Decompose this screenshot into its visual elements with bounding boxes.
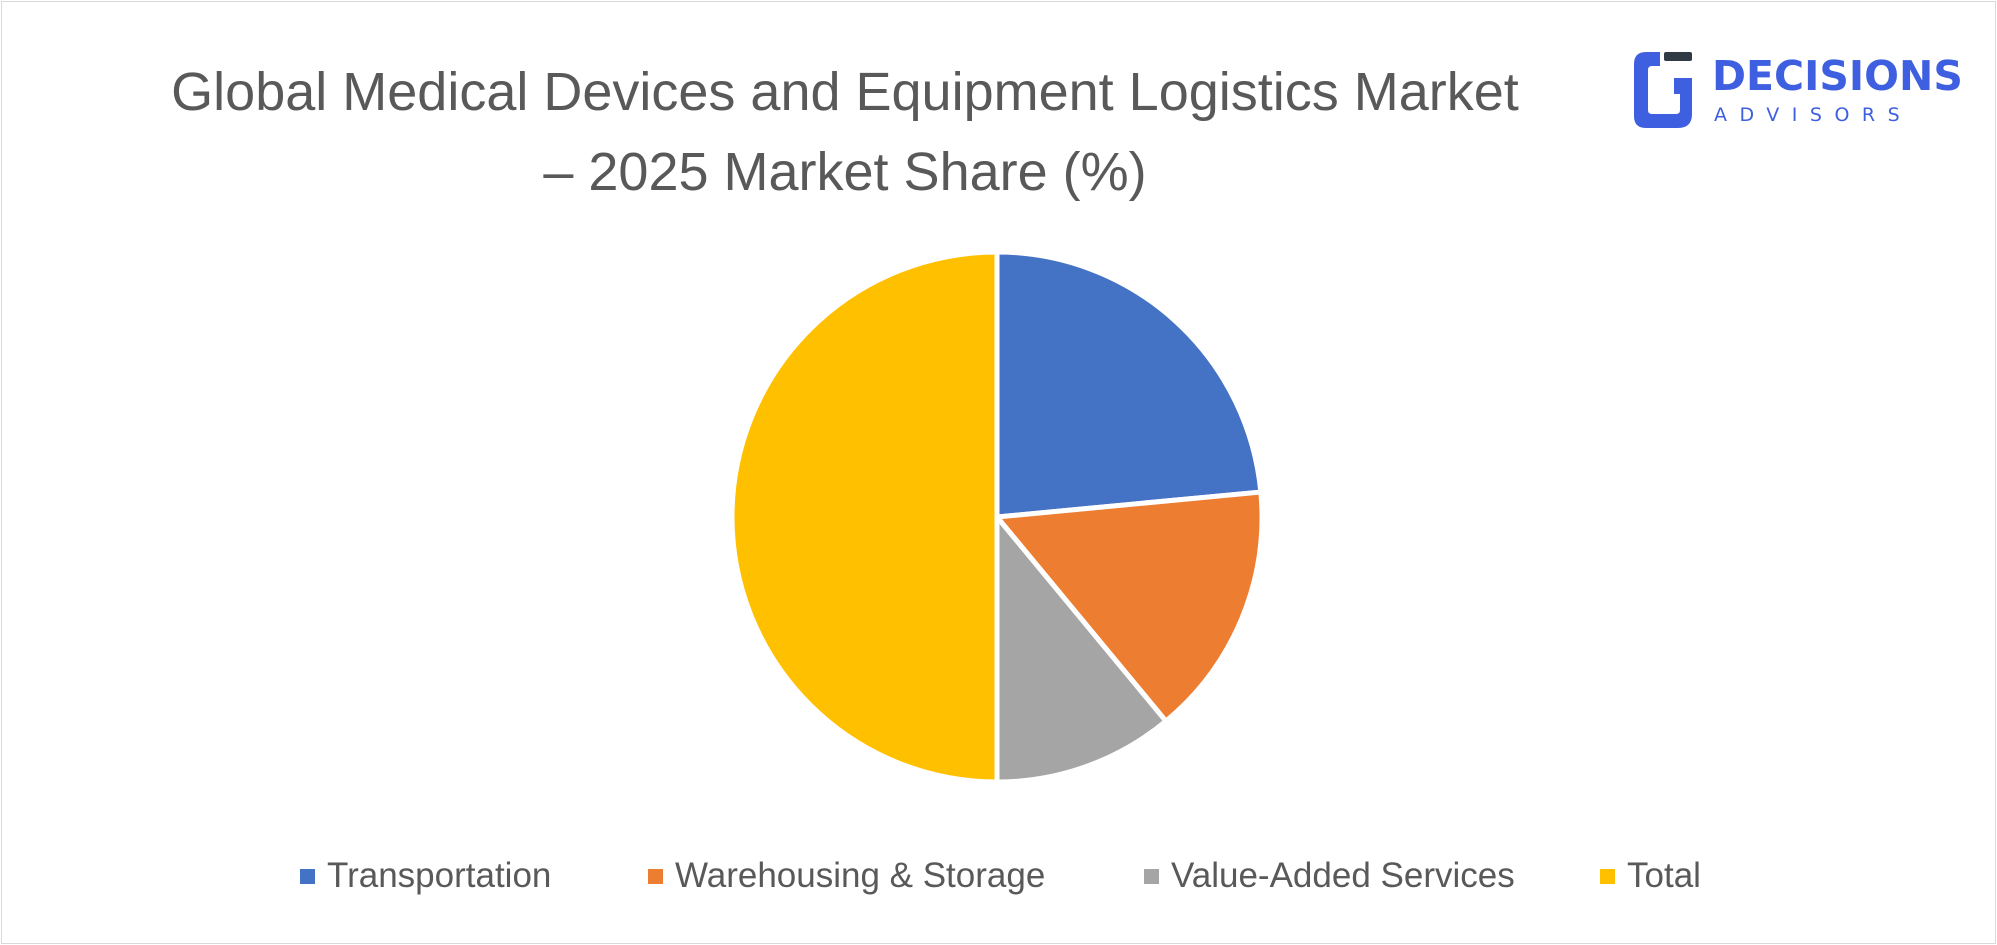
legend-label-warehousing-storage: Warehousing & Storage	[675, 856, 1046, 895]
brand-name: DECISIONS	[1712, 52, 1963, 100]
brand-tagline: ADVISORS	[1714, 104, 1913, 126]
brand-logo: DECISIONS ADVISORS	[1630, 48, 1963, 132]
pie-slice-value-added-services	[994, 514, 1169, 785]
legend-item-total: Total	[1600, 848, 1701, 904]
legend-item-value-added-services: Value-Added Services	[1144, 848, 1515, 904]
legend-label-transportation: Transportation	[327, 856, 552, 895]
chart-legend: Transportation Warehousing & Storage Value…	[0, 848, 1997, 904]
legend-item-warehousing-storage: Warehousing & Storage	[648, 848, 1045, 904]
legend-swatch-total	[1600, 868, 1615, 884]
legend-label-value-added-services: Value-Added Services	[1171, 856, 1515, 895]
legend-item-transportation: Transportation	[300, 848, 551, 904]
chart-title: Global Medical Devices and Equipment Log…	[80, 52, 1610, 212]
brand-logo-icon	[1634, 52, 1692, 128]
legend-swatch-value-added-services	[1144, 868, 1159, 884]
legend-swatch-transportation	[300, 868, 315, 884]
chart-title-line1: Global Medical Devices and Equipment Log…	[171, 62, 1519, 122]
legend-swatch-warehousing-storage	[648, 868, 663, 884]
chart-title-line2: – 2025 Market Share (%)	[543, 142, 1147, 202]
pie-slice-transportation	[994, 249, 1264, 520]
legend-label-total: Total	[1627, 856, 1701, 895]
pie-slice-warehousing-storage	[994, 489, 1265, 724]
pie-slice-total	[729, 249, 1000, 785]
